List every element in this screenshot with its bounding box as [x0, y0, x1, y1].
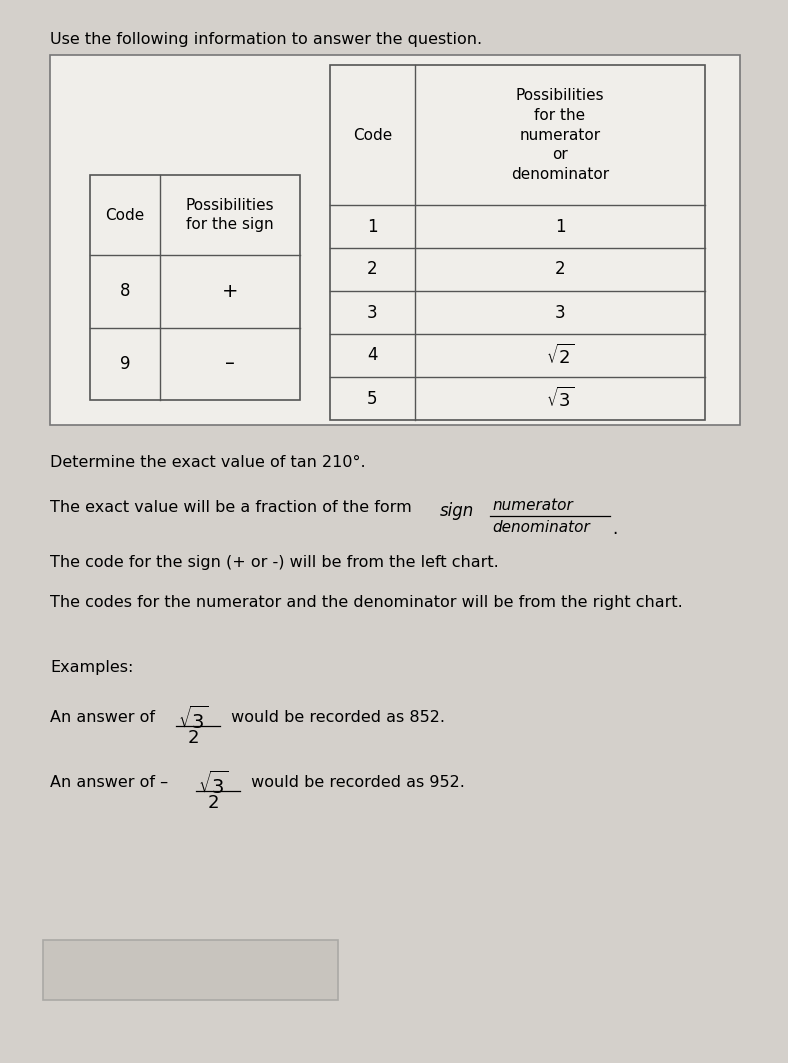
- Text: $\sqrt{2}$: $\sqrt{2}$: [546, 343, 574, 368]
- Text: would be recorded as 952.: would be recorded as 952.: [246, 775, 465, 790]
- Text: $\sqrt{3}$: $\sqrt{3}$: [198, 771, 229, 798]
- Text: An answer of: An answer of: [50, 710, 160, 725]
- Text: The codes for the numerator and the denominator will be from the right chart.: The codes for the numerator and the deno…: [50, 595, 682, 610]
- Text: 1: 1: [555, 218, 565, 236]
- Text: Determine the exact value of tan 210°.: Determine the exact value of tan 210°.: [50, 455, 366, 470]
- Text: numerator: numerator: [492, 497, 573, 513]
- Text: Examples:: Examples:: [50, 660, 133, 675]
- Text: $\sqrt{3}$: $\sqrt{3}$: [178, 706, 209, 733]
- Text: 8: 8: [120, 283, 130, 300]
- Text: Code: Code: [353, 128, 392, 142]
- Text: 3: 3: [367, 304, 377, 321]
- Text: 9: 9: [120, 355, 130, 373]
- Text: An answer of –: An answer of –: [50, 775, 168, 790]
- Text: .: .: [612, 520, 617, 538]
- Text: –: –: [225, 354, 235, 373]
- Text: The code for the sign (+ or -) will be from the left chart.: The code for the sign (+ or -) will be f…: [50, 555, 499, 570]
- Bar: [43, 940, 338, 1000]
- Text: sign: sign: [440, 502, 474, 520]
- Bar: [50, 55, 740, 425]
- Text: 4: 4: [367, 347, 377, 365]
- Text: 3: 3: [555, 304, 565, 321]
- Text: 2: 2: [555, 260, 565, 279]
- Text: 5: 5: [367, 389, 377, 407]
- Text: 2: 2: [208, 794, 220, 812]
- Text: Use the following information to answer the question.: Use the following information to answer …: [50, 32, 482, 47]
- Text: denominator: denominator: [492, 520, 589, 535]
- Text: 2: 2: [188, 729, 199, 747]
- Text: Code: Code: [106, 207, 145, 222]
- Text: would be recorded as 852.: would be recorded as 852.: [226, 710, 445, 725]
- Text: 2: 2: [367, 260, 377, 279]
- Text: +: +: [221, 282, 238, 301]
- Text: The exact value will be a fraction of the form: The exact value will be a fraction of th…: [50, 500, 417, 514]
- Bar: [330, 65, 705, 420]
- Text: Possibilities
for the
numerator
or
denominator: Possibilities for the numerator or denom…: [511, 88, 609, 182]
- Bar: [90, 175, 300, 400]
- Text: $\sqrt{3}$: $\sqrt{3}$: [546, 387, 574, 410]
- Text: Possibilities
for the sign: Possibilities for the sign: [186, 198, 274, 233]
- Text: 1: 1: [367, 218, 377, 236]
